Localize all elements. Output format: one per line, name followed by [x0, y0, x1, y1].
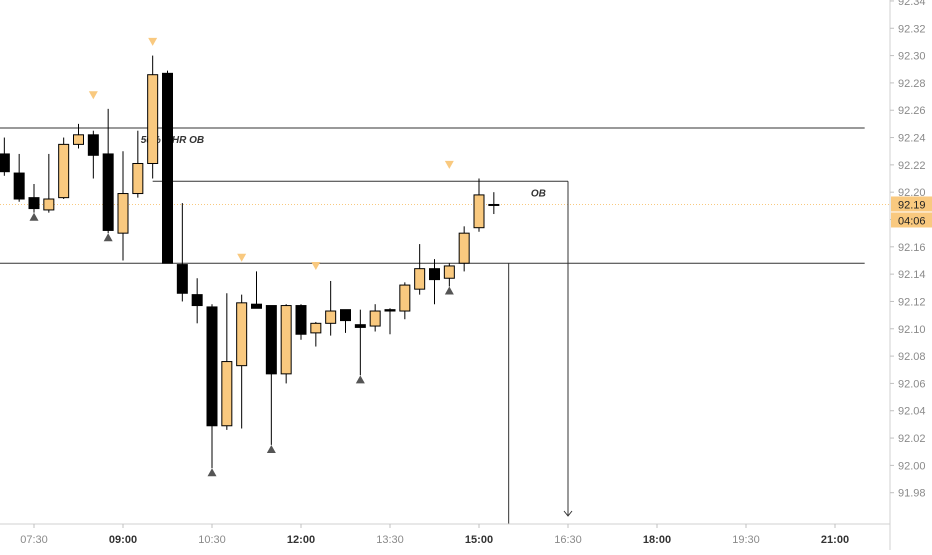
candle-bullish — [414, 268, 426, 290]
candle-bullish — [221, 361, 233, 427]
y-tick-label: 92.16 — [898, 242, 926, 254]
x-tick-label: 09:00 — [109, 534, 137, 546]
y-tick-label: 92.00 — [898, 460, 926, 472]
candle-bearish — [206, 306, 218, 427]
candle-bearish — [429, 268, 440, 281]
y-tick-label: 92.32 — [898, 23, 926, 35]
down-arrow — [563, 510, 573, 517]
candle-bearish — [162, 72, 173, 264]
y-tick-label: 92.02 — [898, 433, 926, 445]
candle-bullish — [458, 232, 470, 264]
candle-bearish — [102, 153, 114, 231]
candle-bearish — [87, 134, 99, 156]
candle-bullish — [73, 134, 84, 145]
signal-up-triangle — [29, 212, 39, 221]
countdown-tag — [891, 212, 932, 228]
candle-bearish — [176, 264, 188, 294]
x-tick-label: 13:30 — [376, 534, 404, 546]
y-tick-label: 92.08 — [898, 351, 926, 363]
x-tick-label: 12:00 — [287, 534, 315, 546]
candle-bearish — [265, 305, 277, 375]
signal-down-triangle — [237, 253, 247, 262]
level-label: OB — [531, 188, 546, 199]
y-tick-label: 92.14 — [898, 269, 926, 281]
y-tick-label: 92.24 — [898, 133, 926, 145]
signal-up-triangle — [103, 233, 113, 242]
price-tag-value: 92.19 — [898, 199, 926, 211]
price-tag — [891, 196, 932, 212]
candle-bullish — [325, 310, 337, 324]
y-tick-label: 92.34 — [898, 0, 926, 8]
signal-up-triangle — [444, 286, 454, 295]
candle-bearish — [28, 197, 40, 210]
y-tick-label: 92.20 — [898, 187, 926, 199]
signals-layer — [29, 37, 454, 477]
y-tick-label: 92.12 — [898, 296, 926, 308]
candle-bullish — [236, 302, 248, 367]
signal-up-triangle — [207, 468, 217, 477]
y-tick-label: 92.10 — [898, 324, 926, 336]
candle-bullish — [369, 310, 381, 327]
candle-bullish — [310, 322, 322, 334]
signal-down-triangle — [88, 91, 98, 100]
candle-bearish — [0, 153, 10, 173]
candle-bearish — [191, 294, 203, 307]
candles-layer — [0, 55, 500, 469]
y-tick-label: 92.06 — [898, 378, 926, 390]
y-tick-label: 92.28 — [898, 78, 926, 90]
x-tick-label: 10:30 — [198, 534, 226, 546]
signal-down-triangle — [148, 37, 158, 46]
candle-bearish — [295, 305, 307, 335]
y-tick-label: 91.98 — [898, 488, 926, 500]
candle-bullish — [280, 305, 292, 375]
y-tick-label: 92.30 — [898, 51, 926, 63]
x-tick-label: 21:00 — [821, 534, 849, 546]
candle-bullish — [147, 74, 159, 164]
price-tags-layer: 92.19 04:06 — [891, 196, 932, 228]
candle-bullish — [43, 198, 55, 211]
candle-bearish — [384, 309, 396, 312]
x-tick-label: 07:30 — [20, 534, 48, 546]
candle-bullish — [399, 284, 411, 312]
candle-bullish — [58, 143, 70, 199]
candle-bearish — [354, 324, 366, 328]
y-tick-label: 92.04 — [898, 406, 926, 418]
x-tick-label: 15:00 — [465, 534, 493, 546]
y-tick-label: 92.22 — [898, 160, 926, 172]
countdown-value: 04:06 — [898, 215, 926, 227]
x-tick-label: 16:30 — [554, 534, 582, 546]
signal-down-triangle — [311, 261, 321, 270]
candle-bearish — [340, 309, 351, 322]
candle-bullish — [473, 194, 485, 229]
candle-bullish — [443, 265, 455, 279]
candle-bearish — [13, 172, 25, 200]
candle-bullish — [132, 162, 144, 195]
signal-up-triangle — [266, 444, 276, 453]
y-tick-label: 92.26 — [898, 105, 926, 117]
signal-down-triangle — [444, 160, 454, 169]
candle-bearish — [251, 303, 262, 309]
x-tick-label: 19:30 — [732, 534, 760, 546]
signal-up-triangle — [355, 375, 365, 384]
x-tick-label: 18:00 — [643, 534, 671, 546]
candle-bullish — [488, 203, 500, 206]
candle-bullish — [117, 193, 129, 234]
